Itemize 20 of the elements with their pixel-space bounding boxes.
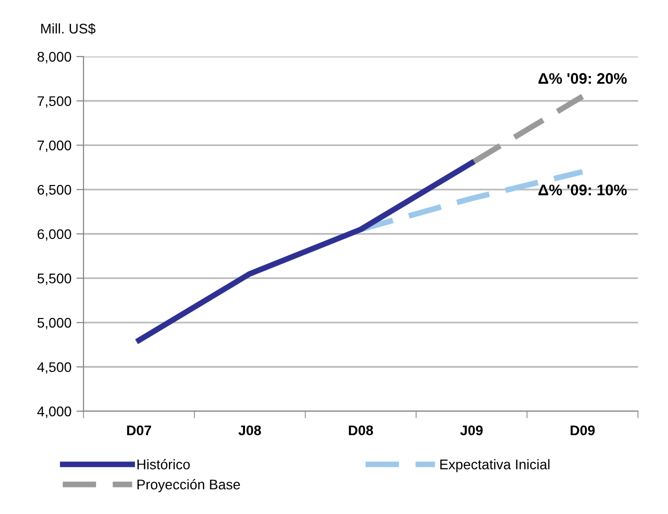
legend-label: Expectativa Inicial xyxy=(440,459,550,472)
x-tick-label: J08 xyxy=(238,425,261,436)
y-tick-label: 4,000 xyxy=(37,406,72,418)
annotation: Δ% '09: 10% xyxy=(538,184,627,196)
y-tick-label: 6,500 xyxy=(38,184,72,196)
y-axis-title: Mill. US$ xyxy=(41,23,96,34)
y-tick-label: 4,500 xyxy=(37,362,72,374)
annotation: Δ% '09: 20% xyxy=(538,73,627,84)
x-tick-label: D08 xyxy=(348,425,374,436)
x-tick-label: D09 xyxy=(570,425,595,436)
y-tick-label: 5,000 xyxy=(37,318,72,330)
y-tick-label: 7,500 xyxy=(38,96,72,108)
y-tick-label: 8,000 xyxy=(38,52,72,64)
x-tick-label: D07 xyxy=(127,425,152,436)
legend-label: Proyección Base xyxy=(137,479,240,492)
y-tick-label: 7,000 xyxy=(38,140,72,152)
y-tick-label: 6,000 xyxy=(38,229,72,241)
legend-label: Histórico xyxy=(137,459,190,470)
x-tick-label: J09 xyxy=(460,425,483,436)
y-tick-label: 5,500 xyxy=(37,274,72,286)
